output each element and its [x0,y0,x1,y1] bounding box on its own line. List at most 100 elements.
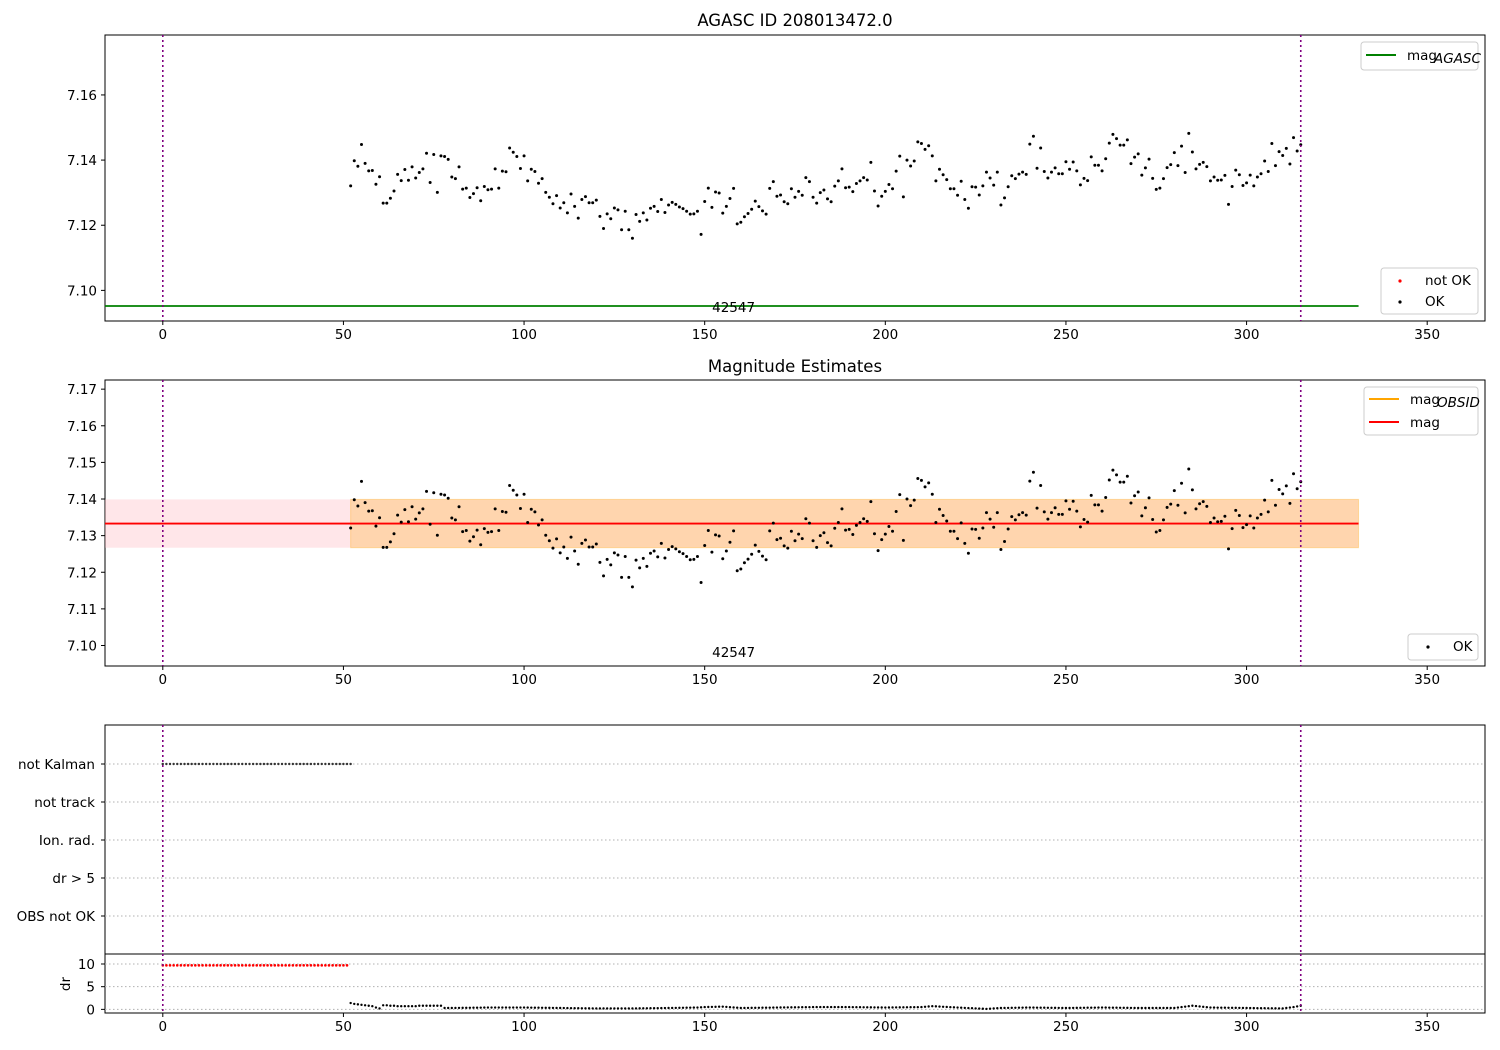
data-point [854,523,858,527]
not-kalman-point [269,762,273,766]
dr-point [819,1005,822,1009]
dr-point [1014,1006,1017,1009]
dr-point [1021,1006,1024,1009]
data-point [779,536,783,540]
data-point [602,226,606,230]
data-point [1013,177,1017,181]
data-point [775,194,779,198]
dr-point [754,1006,757,1010]
dr-point [1061,1006,1064,1010]
legend-bottom-box [1407,633,1479,661]
data-point [782,200,786,204]
data-point [417,170,421,174]
dr-point [1147,1006,1151,1010]
data-point [475,186,479,190]
data-point [1122,480,1126,484]
dr-high-point [302,964,305,967]
dr-point [381,1004,385,1007]
data-point [786,202,790,206]
dr-high-point [259,964,262,967]
dr-point [396,1004,399,1008]
data-point [349,526,353,530]
dr-point [938,1005,941,1008]
dr-point [1064,1006,1068,1010]
dr-point [483,1006,486,1009]
data-point [623,209,627,213]
data-point [912,159,916,163]
not-kalman-point [266,762,269,766]
data-point [804,176,808,180]
dr-point [927,1005,930,1008]
not-kalman-point [215,762,219,766]
dr-point [353,1002,356,1006]
dr-point [978,1007,981,1010]
data-point [1180,481,1184,485]
dr-high-point [204,964,208,967]
data-point [540,518,544,522]
obsid-annotation: 42547 [712,645,755,661]
data-point [670,200,674,204]
data-point [753,199,757,203]
dr-high-point [262,964,266,967]
data-point [746,212,750,216]
dr-point [1039,1006,1042,1009]
dr-point [1281,1007,1284,1010]
data-point [468,196,472,200]
dr-point [1256,1006,1259,1010]
y-tick-label: 7.14 [67,153,97,169]
data-point [652,549,656,553]
dr-point [887,1006,891,1009]
dr-point [1212,1006,1216,1009]
dr-point [873,1006,876,1009]
dr-point [1118,1006,1122,1009]
dr-point [638,1007,641,1010]
data-point [443,493,447,497]
flag-label: not Kalman [18,757,95,773]
data-point [663,556,667,560]
data-point [464,186,468,190]
data-point [681,207,685,211]
data-point [739,567,743,571]
dr-point [768,1006,771,1009]
dr-point [428,1004,432,1007]
data-point [952,529,956,533]
dr-point [703,1005,706,1009]
not-kalman-point [233,762,237,766]
dr-point [497,1006,500,1009]
dr-point [439,1004,443,1007]
data-point [1227,202,1231,206]
dr-point [349,1001,352,1005]
data-point [508,146,512,150]
data-point [388,540,392,544]
not-kalman-point [223,762,226,766]
data-point [1053,166,1057,170]
data-point [909,164,913,168]
dr-high-point [342,964,345,967]
dr-high-point [215,964,219,967]
data-point [576,562,580,566]
data-point [370,509,374,513]
dr-point [374,1006,378,1009]
data-point [363,161,367,165]
data-point [1057,512,1061,516]
data-point [695,209,699,213]
data-point [858,179,862,183]
data-point [826,197,830,201]
dr-point [1183,1005,1187,1008]
data-point [1143,166,1147,170]
not-kalman-point [179,762,183,766]
data-point [667,203,671,207]
dr-high-point [240,964,244,967]
data-point [728,540,732,544]
data-point [648,551,652,555]
data-point [414,517,418,521]
dr-point [656,1006,659,1010]
data-point [1223,514,1227,518]
not-kalman-point [342,762,345,766]
data-point [974,185,978,189]
dr-point [1136,1006,1140,1010]
data-point [421,167,425,171]
data-point [1071,499,1075,503]
dr-point [378,1007,381,1010]
dr-point [1050,1006,1053,1010]
